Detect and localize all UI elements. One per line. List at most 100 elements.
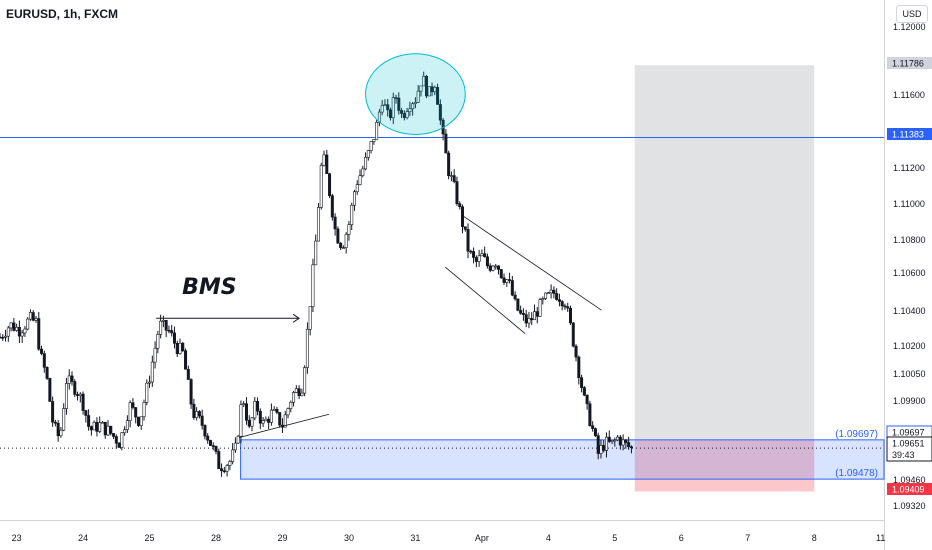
candle-body (433, 87, 437, 93)
candle-body (582, 387, 586, 396)
candle-body (256, 401, 260, 412)
candle (56, 420, 60, 442)
candle (372, 139, 376, 145)
candle-body (386, 104, 390, 111)
candle-body (408, 108, 412, 112)
candle (388, 107, 392, 121)
top-highlight-circle (365, 53, 466, 135)
candle-body (605, 436, 609, 451)
candle-body (123, 429, 127, 434)
candle-body (233, 442, 237, 451)
x-tick-label: 5 (612, 533, 617, 543)
candle-body (510, 280, 514, 296)
candle (466, 223, 470, 259)
candle (596, 432, 600, 460)
candle-body (472, 251, 476, 258)
candle-body (231, 449, 235, 462)
x-tick-label: 31 (410, 533, 420, 543)
candle (607, 430, 611, 443)
candle-body (0, 336, 2, 339)
candle-body (524, 314, 528, 324)
candle (605, 432, 609, 458)
price-label-text: 1.11786 (892, 59, 924, 69)
candle (341, 245, 345, 249)
candle (358, 169, 362, 186)
x-tick-label: 24 (78, 533, 88, 543)
candle-body (452, 175, 456, 182)
candle-body (184, 350, 188, 370)
candle (569, 305, 573, 325)
candle (316, 203, 320, 242)
candle-body (341, 247, 345, 249)
candle-body (574, 345, 578, 358)
candle-body (139, 416, 143, 426)
candle-body (532, 311, 536, 321)
candle-body (20, 332, 24, 337)
trend-line (461, 214, 602, 311)
position-target-zone (634, 65, 815, 440)
candle (250, 416, 254, 432)
candle-body (372, 139, 376, 142)
candle (380, 99, 384, 116)
candle-body (181, 342, 185, 352)
candle-body (31, 312, 35, 321)
bms-arrow-head (292, 313, 300, 323)
candle-body (333, 216, 337, 230)
candle (31, 310, 35, 322)
candle-body (458, 203, 462, 208)
candle-body (206, 435, 210, 441)
candle (610, 440, 614, 445)
candle-body (167, 329, 171, 332)
candle (408, 101, 412, 117)
price-label-gray: 1.11786 (887, 57, 932, 69)
candle (516, 298, 520, 312)
candle-body (505, 279, 509, 283)
candle-body (37, 318, 41, 350)
candle (397, 92, 401, 115)
candle (231, 443, 235, 465)
candle-body (316, 207, 320, 242)
candle-body (430, 86, 434, 93)
candle (258, 408, 262, 430)
candle (120, 432, 124, 451)
candle (585, 394, 589, 410)
candle (427, 86, 431, 97)
candle-body (208, 439, 212, 446)
candle (508, 272, 512, 284)
candle (272, 406, 276, 411)
candle (17, 320, 21, 344)
candle (469, 249, 473, 254)
candle-body (599, 445, 603, 454)
candle-body (4, 335, 8, 338)
candle (416, 85, 420, 104)
candle-body (405, 111, 409, 118)
candle (333, 213, 337, 236)
candle (15, 323, 19, 332)
candle-body (466, 229, 470, 252)
candle-body (261, 420, 265, 424)
candle (436, 83, 440, 105)
candle-body (114, 436, 118, 444)
candle-body (355, 184, 359, 193)
candle-body (627, 442, 631, 448)
x-tick-label: 25 (145, 533, 155, 543)
candle-body (203, 425, 207, 437)
candle-body (438, 104, 442, 121)
candle (438, 99, 442, 126)
candle (294, 385, 298, 394)
candle (391, 92, 395, 124)
currency-button[interactable]: USD (896, 5, 928, 23)
x-tick-label: 28 (211, 533, 221, 543)
candle-body (416, 90, 420, 103)
candle-body (463, 226, 467, 230)
candle-body (220, 468, 224, 472)
candle (247, 415, 251, 429)
candle-body (569, 307, 573, 324)
candle (178, 338, 182, 355)
price-label-text: 1.09697 (892, 428, 925, 438)
candle-body (552, 289, 556, 294)
candle-body (136, 416, 140, 426)
y-tick-label: 1.11200 (893, 163, 925, 173)
y-tick-label: 1.09460 (893, 475, 926, 485)
